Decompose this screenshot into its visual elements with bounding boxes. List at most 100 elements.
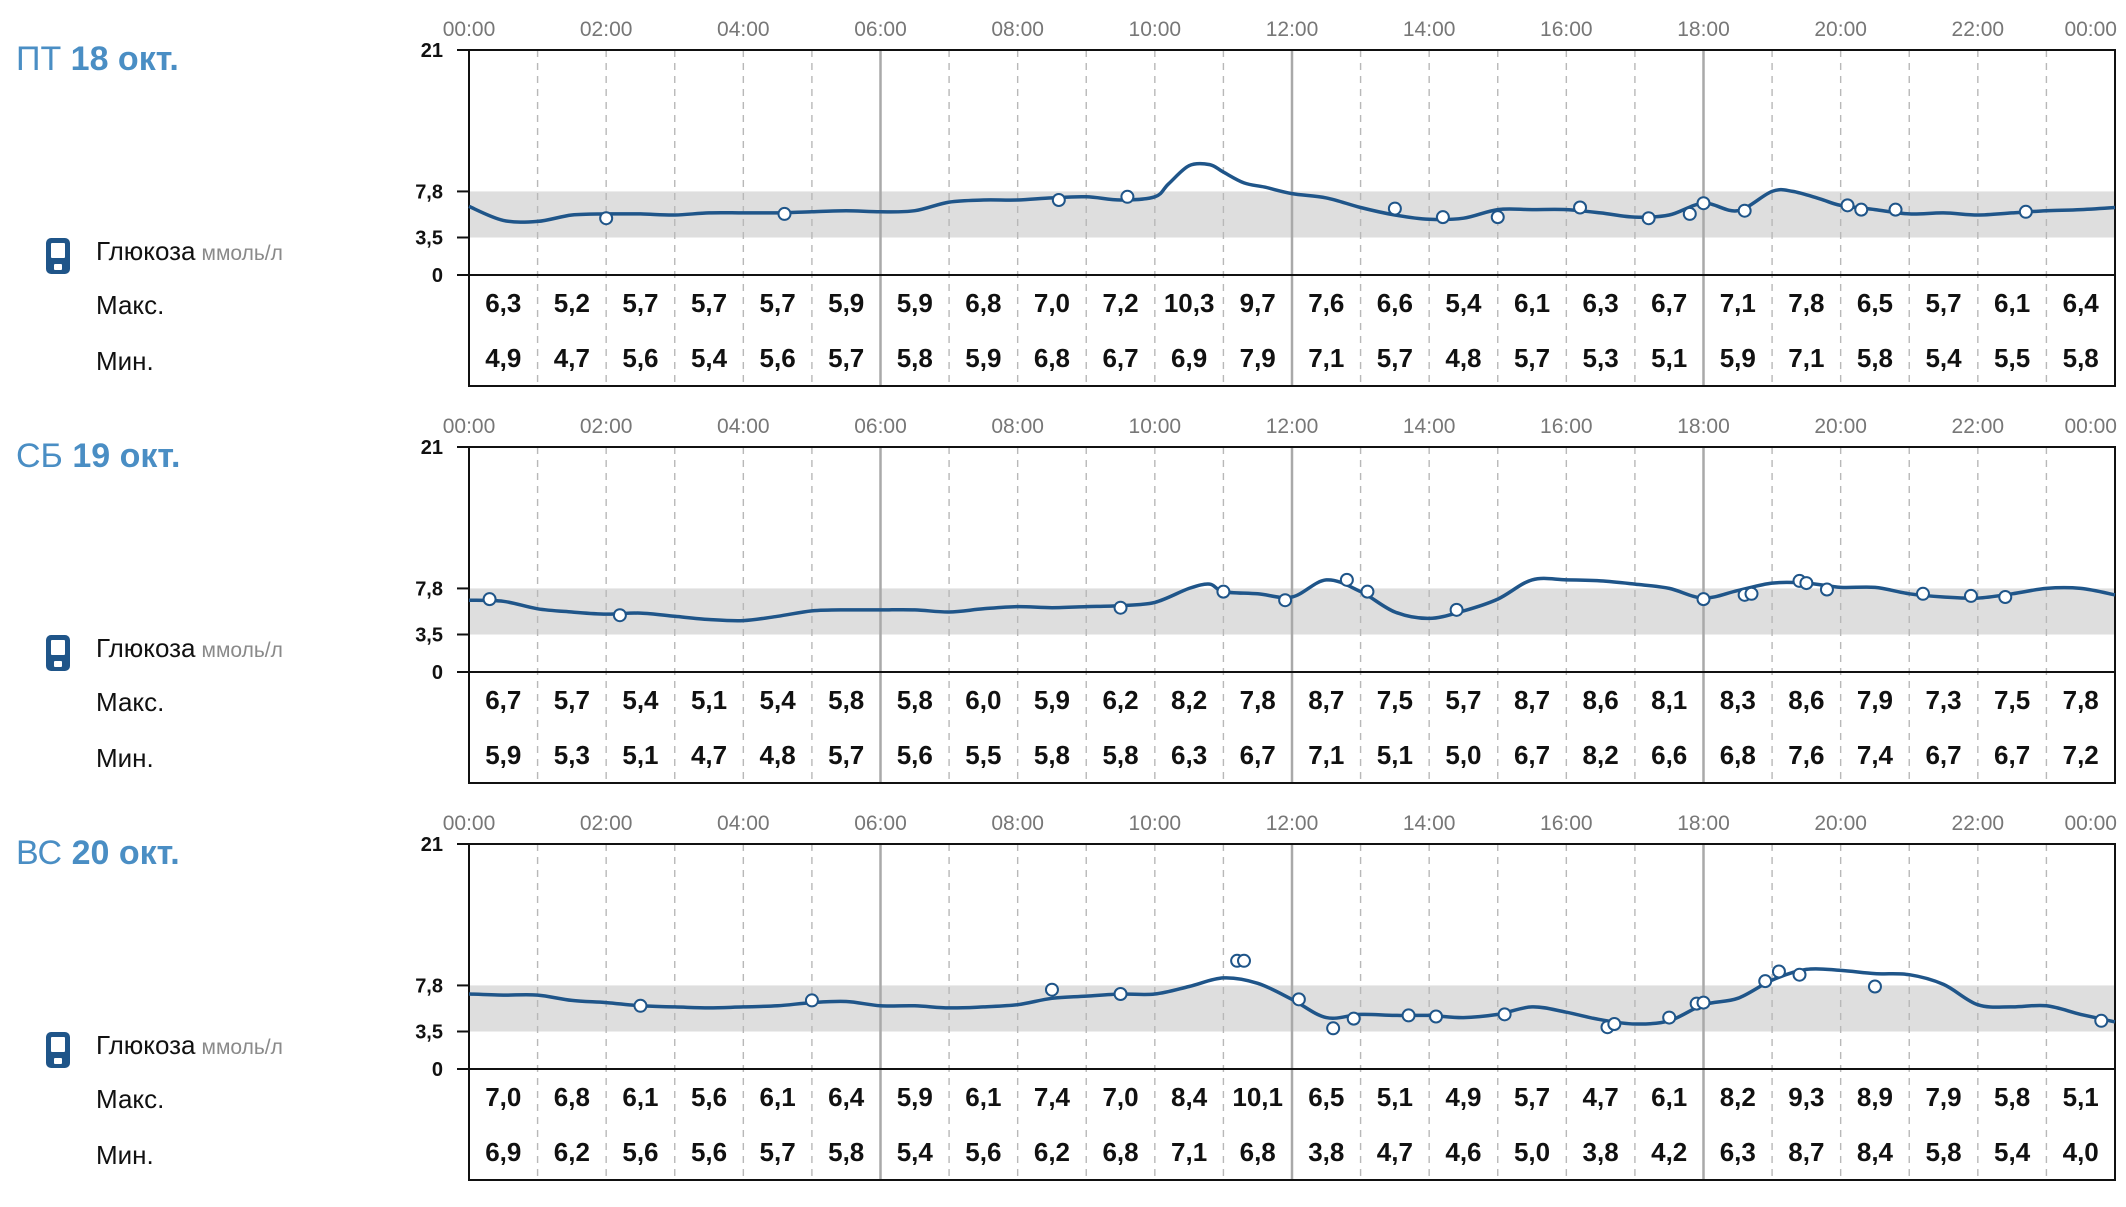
hourly-max-value: 5,8 — [1994, 1082, 2030, 1112]
hourly-max-value: 5,8 — [897, 685, 933, 715]
hourly-max-value: 5,7 — [1445, 685, 1481, 715]
measurement-point[interactable] — [1915, 586, 1930, 601]
hourly-max-value: 6,1 — [965, 1082, 1001, 1112]
hourly-max-value: 6,0 — [965, 685, 1001, 715]
measurement-point[interactable] — [1854, 202, 1869, 217]
measurement-point[interactable] — [1449, 602, 1464, 617]
measurement-point[interactable] — [1888, 202, 1903, 217]
hourly-max-value: 10,3 — [1164, 288, 1215, 318]
hourly-max-value: 5,2 — [554, 288, 590, 318]
measurement-point[interactable] — [1326, 1021, 1341, 1036]
hourly-min-value: 4,7 — [691, 740, 727, 770]
measurement-point[interactable] — [804, 993, 819, 1008]
measurement-point[interactable] — [1799, 576, 1814, 591]
hourly-min-value: 5,4 — [1994, 1137, 2031, 1167]
day-section: ПТ 18 окт. Глюкоза ммоль/л Макс. Мин. 00:00 02… — [0, 0, 2126, 396]
time-tick-label: 00:00 — [2064, 812, 2117, 835]
measurement-point[interactable] — [1346, 1011, 1361, 1026]
hourly-max-value: 5,9 — [1034, 685, 1070, 715]
hourly-min-value: 5,7 — [828, 343, 864, 373]
measurement-point[interactable] — [1662, 1010, 1677, 1025]
measurement-point[interactable] — [1696, 196, 1711, 211]
time-tick-label: 06:00 — [854, 18, 907, 41]
measurement-point[interactable] — [1696, 995, 1711, 1010]
time-tick-label: 16:00 — [1540, 18, 1593, 41]
measurement-point[interactable] — [1339, 572, 1354, 587]
y-tick-label: 0 — [432, 1059, 443, 1081]
measurement-point[interactable] — [1490, 210, 1505, 225]
measurement-point[interactable] — [1819, 582, 1834, 597]
hourly-max-value: 5,6 — [691, 1082, 727, 1112]
measurement-point[interactable] — [1401, 1008, 1416, 1023]
day-weekday: СБ — [16, 437, 63, 475]
hourly-max-value: 9,3 — [1788, 1082, 1824, 1112]
measurement-point[interactable] — [1771, 964, 1786, 979]
measurement-point[interactable] — [1792, 967, 1807, 982]
time-tick-label: 10:00 — [1129, 18, 1182, 41]
measurement-point[interactable] — [612, 608, 627, 623]
measurement-point[interactable] — [1291, 992, 1306, 1007]
measurement-point[interactable] — [1840, 198, 1855, 213]
hourly-min-value: 8,4 — [1857, 1137, 1894, 1167]
measurement-point[interactable] — [599, 211, 614, 226]
measurement-point[interactable] — [1607, 1017, 1622, 1031]
measurement-point[interactable] — [1360, 584, 1375, 599]
measurement-point[interactable] — [2094, 1013, 2109, 1028]
measurement-point[interactable] — [1278, 593, 1293, 608]
measurement-point[interactable] — [1758, 974, 1773, 989]
hourly-max-value: 7,0 — [1102, 1082, 1138, 1112]
measurement-point[interactable] — [1216, 584, 1231, 599]
hourly-max-value: 7,5 — [1994, 685, 2030, 715]
hourly-min-value: 7,2 — [2063, 740, 2099, 770]
measurement-point[interactable] — [1737, 203, 1752, 218]
measurement-point[interactable] — [1497, 1007, 1512, 1022]
hourly-min-value: 3,8 — [1583, 1137, 1619, 1167]
measurement-point[interactable] — [1963, 588, 1978, 603]
hourly-min-value: 5,6 — [622, 343, 658, 373]
measurement-point[interactable] — [1429, 1009, 1444, 1024]
hourly-min-value: 5,0 — [1445, 740, 1481, 770]
measurement-point[interactable] — [1113, 987, 1128, 1001]
time-tick-label: 08:00 — [991, 415, 1044, 438]
hourly-min-value: 5,4 — [691, 343, 728, 373]
measurement-point[interactable] — [1696, 592, 1711, 607]
measurement-point[interactable] — [1120, 189, 1135, 204]
hourly-max-value: 5,7 — [760, 288, 796, 318]
hourly-min-value: 5,6 — [897, 740, 933, 770]
measurement-point[interactable] — [1113, 600, 1128, 615]
measurement-point[interactable] — [1435, 210, 1450, 225]
measurement-point[interactable] — [1998, 590, 2013, 604]
hourly-min-value: 5,7 — [1377, 343, 1413, 373]
measurement-point[interactable] — [633, 998, 648, 1013]
time-tick-label: 00:00 — [443, 18, 496, 41]
hourly-min-value: 5,6 — [965, 1137, 1001, 1167]
legend: Глюкоза ммоль/л Макс. Мин. — [44, 1020, 464, 1180]
measurement-point[interactable] — [1744, 586, 1759, 601]
time-tick-label: 22:00 — [1952, 812, 2005, 835]
hourly-max-value: 5,7 — [1514, 1082, 1550, 1112]
measurement-point[interactable] — [1044, 982, 1059, 997]
measurement-point[interactable] — [482, 592, 497, 607]
measurement-point[interactable] — [1573, 200, 1588, 215]
legend: Глюкоза ммоль/л Макс. Мин. — [44, 623, 464, 783]
glucose-line — [468, 576, 2116, 623]
measurement-point[interactable] — [1387, 201, 1402, 216]
hourly-min-value: 7,1 — [1171, 1137, 1207, 1167]
hourly-min-value: 5,6 — [622, 1137, 658, 1167]
hourly-max-value: 7,0 — [1034, 288, 1070, 318]
measurement-point[interactable] — [777, 206, 792, 221]
hourly-min-value: 4,9 — [485, 343, 521, 373]
measurement-point[interactable] — [1867, 979, 1882, 994]
hourly-min-value: 6,7 — [1994, 740, 2030, 770]
time-tick-label: 10:00 — [1129, 812, 1182, 835]
measurement-point[interactable] — [1682, 206, 1697, 221]
measurement-point[interactable] — [1641, 211, 1656, 226]
measurement-point[interactable] — [1236, 953, 1251, 968]
measurement-point[interactable] — [2018, 204, 2033, 219]
measurement-point[interactable] — [1051, 193, 1066, 207]
time-tick-label: 06:00 — [854, 415, 907, 438]
hourly-max-value: 6,1 — [1994, 288, 2030, 318]
hourly-min-value: 4,2 — [1651, 1137, 1687, 1167]
hourly-min-value: 5,8 — [828, 1137, 864, 1167]
y-tick-label: 7,8 — [415, 181, 443, 203]
